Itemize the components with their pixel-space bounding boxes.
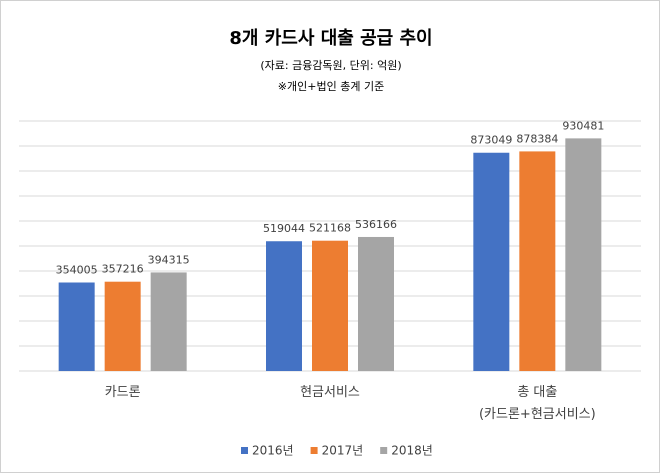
chart-title: 8개 카드사 대출 공급 추이 (229, 28, 432, 49)
value-label: 521168 (309, 222, 351, 235)
bar (565, 138, 602, 371)
value-label: 357216 (102, 263, 144, 276)
legend-swatch (380, 447, 388, 454)
bar (358, 236, 394, 371)
value-label: 536166 (355, 218, 397, 231)
x-tick-label: 현금서비스 (300, 385, 360, 400)
value-label: 878384 (516, 132, 558, 145)
value-label: 519044 (263, 222, 305, 235)
legend-swatch (310, 447, 318, 454)
value-label: 930481 (562, 119, 604, 132)
bar (150, 272, 187, 371)
legend-label: 2018년 (391, 444, 433, 458)
legend-swatch (241, 447, 248, 454)
legend-label: 2017년 (322, 444, 364, 458)
bar (58, 282, 95, 371)
value-label: 873049 (470, 134, 512, 147)
legend-label: 2016년 (252, 444, 294, 458)
bar (473, 152, 510, 371)
value-label: 394315 (148, 253, 190, 266)
bar (104, 281, 141, 371)
bar (266, 241, 302, 371)
x-tick-label: 카드론 (104, 385, 141, 400)
bar (312, 240, 348, 371)
bar (519, 151, 556, 371)
chart-note: ※개인+법인 총계 기준 (278, 80, 384, 93)
value-label: 354005 (56, 263, 98, 276)
chart-subtitle: (자료: 금융감독원, 단위: 억원) (260, 59, 401, 72)
x-tick-label: 총 대출 (카드론+현금서비스) (478, 385, 596, 422)
